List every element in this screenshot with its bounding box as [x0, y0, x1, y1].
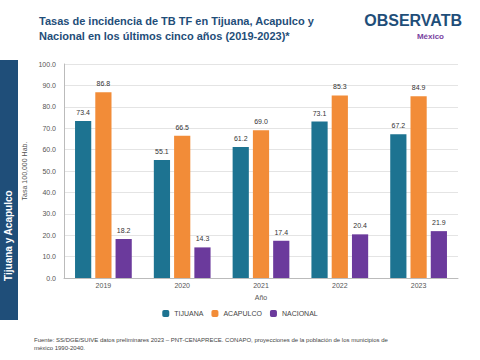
- svg-text:85.3: 85.3: [333, 83, 347, 90]
- svg-text:80.0: 80.0: [42, 103, 56, 110]
- svg-text:Nacional en los últimos cinco: Nacional en los últimos cinco años (2019…: [39, 30, 290, 42]
- svg-text:2021: 2021: [253, 282, 269, 289]
- svg-text:Tasa 100,000 Hab.: Tasa 100,000 Hab.: [21, 142, 28, 201]
- svg-text:14.3: 14.3: [196, 235, 210, 242]
- svg-text:2022: 2022: [332, 282, 348, 289]
- svg-text:Tijuana y Acapulco: Tijuana y Acapulco: [3, 190, 14, 281]
- svg-text:70.0: 70.0: [42, 125, 56, 132]
- svg-text:61.2: 61.2: [234, 135, 248, 142]
- svg-text:México: México: [417, 32, 444, 41]
- svg-text:69.0: 69.0: [254, 118, 268, 125]
- svg-text:67.2: 67.2: [392, 122, 406, 129]
- svg-text:30.0: 30.0: [42, 210, 56, 217]
- svg-text:21.9: 21.9: [432, 219, 446, 226]
- svg-text:0.0: 0.0: [46, 275, 56, 282]
- svg-text:10.0: 10.0: [42, 253, 56, 260]
- svg-text:Año: Año: [255, 294, 268, 301]
- svg-text:17.4: 17.4: [274, 229, 288, 236]
- svg-text:ACAPULCO: ACAPULCO: [223, 310, 262, 317]
- svg-text:20.0: 20.0: [42, 232, 56, 239]
- svg-text:TIJUANA: TIJUANA: [174, 310, 204, 317]
- svg-text:OBSERVATB: OBSERVATB: [364, 12, 462, 29]
- svg-text:84.9: 84.9: [412, 84, 426, 91]
- svg-text:55.1: 55.1: [155, 148, 169, 155]
- svg-text:Fuente: SS/DGE/SUIVE datos pre: Fuente: SS/DGE/SUIVE datos preliminares …: [34, 337, 390, 343]
- svg-text:2020: 2020: [174, 282, 190, 289]
- svg-text:86.8: 86.8: [97, 80, 111, 87]
- svg-text:Tasas de incidencia de TB TF e: Tasas de incidencia de TB TF en Tijuana,…: [39, 15, 317, 27]
- svg-text:2019: 2019: [96, 282, 112, 289]
- svg-text:100.0: 100.0: [38, 61, 56, 68]
- svg-text:2023: 2023: [411, 282, 427, 289]
- svg-text:40.0: 40.0: [42, 189, 56, 196]
- svg-text:NACIONAL: NACIONAL: [282, 310, 318, 317]
- svg-text:66.5: 66.5: [175, 124, 189, 131]
- svg-text:73.4: 73.4: [76, 109, 90, 116]
- svg-text:90.0: 90.0: [42, 82, 56, 89]
- svg-text:20.4: 20.4: [353, 222, 367, 229]
- svg-text:73.1: 73.1: [313, 110, 327, 117]
- svg-text:méxico 1990-2040.: méxico 1990-2040.: [34, 345, 85, 351]
- svg-text:60.0: 60.0: [42, 146, 56, 153]
- svg-text:18.2: 18.2: [117, 227, 131, 234]
- svg-text:50.0: 50.0: [42, 168, 56, 175]
